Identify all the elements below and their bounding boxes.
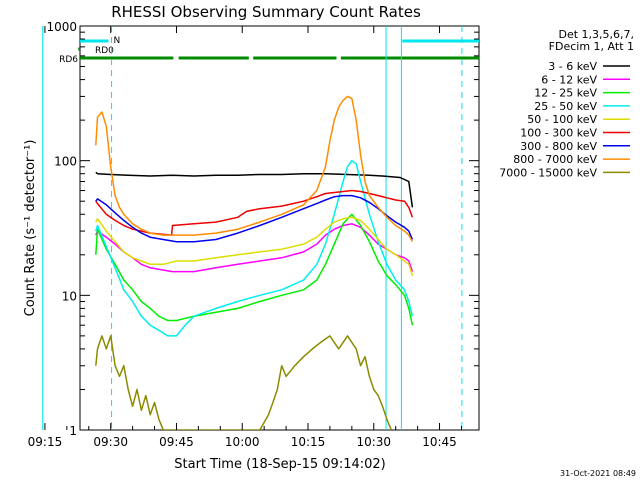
legend-label-2: 12 - 25 keV — [534, 87, 597, 100]
legend-label-6: 300 - 800 keV — [520, 140, 597, 153]
legend-label-8: 7000 - 15000 keV — [499, 166, 597, 179]
boundary-lines — [42, 26, 463, 430]
series-lines — [95, 95, 414, 430]
chart-title: RHESSI Observing Summary Count Rates — [111, 3, 421, 21]
series-line-7 — [95, 95, 414, 243]
y-tick-label-2: 100 — [54, 155, 77, 169]
legend-label-0: 3 - 6 keV — [548, 60, 597, 73]
legend-label-1: 6 - 12 keV — [541, 73, 597, 86]
plot-area-border — [79, 25, 480, 431]
legend-header-line-2: FDecim 1, Att 1 — [549, 40, 634, 53]
x-tick-label-5: 10:30 — [356, 435, 391, 449]
x-tick-label-0: 09:15 — [28, 435, 63, 449]
flag-label-rd0: RD0 — [95, 46, 114, 56]
legend-label-4: 50 - 100 keV — [527, 113, 597, 126]
plot-frame — [79, 25, 480, 431]
legend-label-3: 25 - 50 keV — [534, 100, 597, 113]
legend-label-7: 800 - 7000 keV — [513, 153, 597, 166]
y-axis: 1 10 100 1000 — [46, 20, 479, 438]
y-tick-label-1: 10 — [62, 289, 77, 303]
x-axis-label: Start Time (18-Sep-15 09:14:02) — [174, 457, 385, 472]
flag-label-n: N — [114, 36, 121, 46]
series-line-8 — [95, 335, 392, 430]
legend: Det 1,3,5,6,7, FDecim 1, Att 1 3 - 6 keV… — [499, 28, 634, 179]
y-tick-label-3: 1000 — [46, 20, 77, 34]
legend-header-line-1: Det 1,3,5,6,7, — [558, 28, 634, 41]
series-line-2 — [95, 213, 414, 326]
flag-label-rd6: RD6 — [59, 55, 78, 65]
x-tick-label-2: 09:45 — [159, 435, 194, 449]
x-tick-label-6: 10:45 — [422, 435, 457, 449]
series-line-0 — [95, 171, 414, 208]
x-tick-label-3: 10:00 — [225, 435, 260, 449]
series-line-4 — [95, 216, 414, 276]
series-line-3 — [95, 159, 414, 337]
y-tick-label-0: 1 — [69, 424, 77, 438]
series-line-5 — [95, 189, 414, 236]
generation-timestamp: 31-Oct-2021 08:49 — [560, 469, 636, 478]
x-tick-label-1: 09:30 — [93, 435, 128, 449]
x-tick-label-4: 10:15 — [291, 435, 326, 449]
x-axis: 09:15 09:30 09:45 10:00 10:15 10:30 10:45 — [28, 26, 462, 449]
legend-label-5: 100 - 300 keV — [520, 127, 597, 140]
y-axis-label: Count Rate (s⁻¹ detector⁻¹) — [23, 140, 38, 317]
